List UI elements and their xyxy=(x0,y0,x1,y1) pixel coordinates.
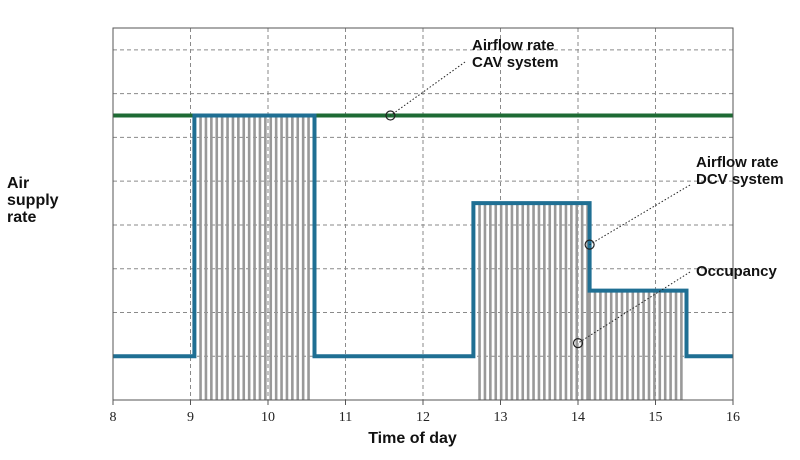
occupancy-hatch-bar xyxy=(210,115,213,400)
occupancy-block xyxy=(478,203,589,400)
occupancy-hatch-bar xyxy=(586,203,589,400)
occupancy-hatch-bar xyxy=(494,203,498,400)
occupancy-hatch-bar xyxy=(264,115,267,400)
occupancy-hatch-bar xyxy=(559,203,562,400)
x-tick-label: 12 xyxy=(416,410,430,425)
occupancy-hatch-bar xyxy=(516,203,519,400)
annotation-marker xyxy=(385,110,396,121)
occupancy-hatch-bar xyxy=(658,290,662,400)
x-tick-label: 15 xyxy=(649,410,663,425)
occupancy-hatch-bar xyxy=(521,203,525,400)
occupancy-hatch-bar xyxy=(199,115,202,400)
occupancy-series xyxy=(199,115,683,400)
occupancy-hatch-bar xyxy=(674,290,678,400)
occupancy-hatch-bar xyxy=(296,115,300,400)
occupancy-hatch-bar xyxy=(242,115,246,400)
occupancy-hatch-bar xyxy=(680,290,683,400)
annotation: Occupancy xyxy=(572,263,778,349)
y-axis-label: Air supply rate xyxy=(7,175,59,226)
occupancy-hatch-bar xyxy=(291,115,294,400)
occupancy-hatch-bar xyxy=(204,115,208,400)
occupancy-hatch-bar xyxy=(599,290,602,400)
occupancy-hatch-bar xyxy=(483,203,487,400)
y-axis-label-line: rate xyxy=(7,209,37,226)
annotation-label: DCV system xyxy=(696,171,784,188)
occupancy-hatch-bar xyxy=(564,203,568,400)
occupancy-hatch-bar xyxy=(253,115,256,400)
x-tick-label: 8 xyxy=(110,410,117,425)
occupancy-hatch-bar xyxy=(301,115,305,400)
occupancy-hatch-bar xyxy=(647,290,651,400)
occupancy-hatch-bar xyxy=(537,203,541,400)
occupancy-hatch-bar xyxy=(489,203,492,400)
occupancy-hatch-bar xyxy=(588,290,591,400)
occupancy-hatch-bar xyxy=(604,290,608,400)
occupancy-block xyxy=(199,115,310,400)
occupancy-hatch-bar xyxy=(510,203,514,400)
occupancy-hatch-bar xyxy=(220,115,224,400)
occupancy-hatch-bar xyxy=(570,203,573,400)
occupancy-hatch-bar xyxy=(642,290,645,400)
annotation-leader-line xyxy=(589,184,691,246)
occupancy-hatch-bar xyxy=(499,203,503,400)
occupancy-hatch-bar xyxy=(247,115,251,400)
x-tick-labels: 8 9 10 11 12 13 14 15 16 xyxy=(110,400,740,425)
x-axis-label: Time of day xyxy=(368,430,457,447)
x-tick-label: 11 xyxy=(339,410,352,425)
occupancy-hatch-bar xyxy=(609,290,613,400)
occupancy-hatch-bar xyxy=(307,115,310,400)
annotation-marker xyxy=(584,239,595,250)
annotation-label: Airflow rate xyxy=(696,154,779,171)
occupancy-hatch-bar xyxy=(575,203,579,400)
occupancy-hatch-bar xyxy=(215,115,219,400)
annotation-label: CAV system xyxy=(472,54,558,71)
occupancy-hatch-bar xyxy=(636,290,640,400)
occupancy-hatch-bar xyxy=(669,290,672,400)
x-tick-label: 10 xyxy=(261,410,275,425)
annotation-leader-line xyxy=(390,61,466,116)
occupancy-hatch-bar xyxy=(285,115,289,400)
occupancy-hatch-bar xyxy=(615,290,618,400)
y-axis-label-line: Air xyxy=(7,175,30,192)
occupancy-hatch-bar xyxy=(226,115,229,400)
occupancy-hatch-bar xyxy=(269,115,273,400)
occupancy-hatch-bar xyxy=(620,290,624,400)
occupancy-hatch-bar xyxy=(526,203,530,400)
occupancy-hatch-bar xyxy=(478,203,481,400)
occupancy-hatch-bar xyxy=(663,290,667,400)
occupancy-hatch-bar xyxy=(505,203,508,400)
occupancy-hatch-bar xyxy=(237,115,240,400)
x-tick-label: 13 xyxy=(494,410,508,425)
annotation-marker xyxy=(572,338,584,349)
occupancy-hatch-bar xyxy=(593,290,597,400)
occupancy-hatch-bar xyxy=(580,203,584,400)
annotation-label: Airflow rate xyxy=(472,37,555,54)
occupancy-hatch-bar xyxy=(631,290,635,400)
occupancy-block xyxy=(588,290,683,400)
x-tick-label: 14 xyxy=(571,410,585,425)
x-tick-label: 9 xyxy=(187,410,194,425)
x-tick-label: 16 xyxy=(726,410,740,425)
occupancy-hatch-bar xyxy=(626,290,629,400)
occupancy-hatch-bar xyxy=(258,115,262,400)
occupancy-hatch-bar xyxy=(532,203,535,400)
airflow-series xyxy=(113,113,733,359)
occupancy-hatch-bar xyxy=(653,290,656,400)
occupancy-hatch-bar xyxy=(553,203,557,400)
occupancy-hatch-bar xyxy=(274,115,278,400)
occupancy-hatch-bar xyxy=(280,115,283,400)
annotation-label: Occupancy xyxy=(696,263,778,280)
occupancy-hatch-bar xyxy=(231,115,235,400)
dcv-airflow-line xyxy=(113,113,733,359)
annotation-leader-line xyxy=(577,271,691,344)
occupancy-hatch-bar xyxy=(543,203,546,400)
y-axis-label-line: supply xyxy=(7,192,59,209)
occupancy-hatch-bar xyxy=(548,203,552,400)
